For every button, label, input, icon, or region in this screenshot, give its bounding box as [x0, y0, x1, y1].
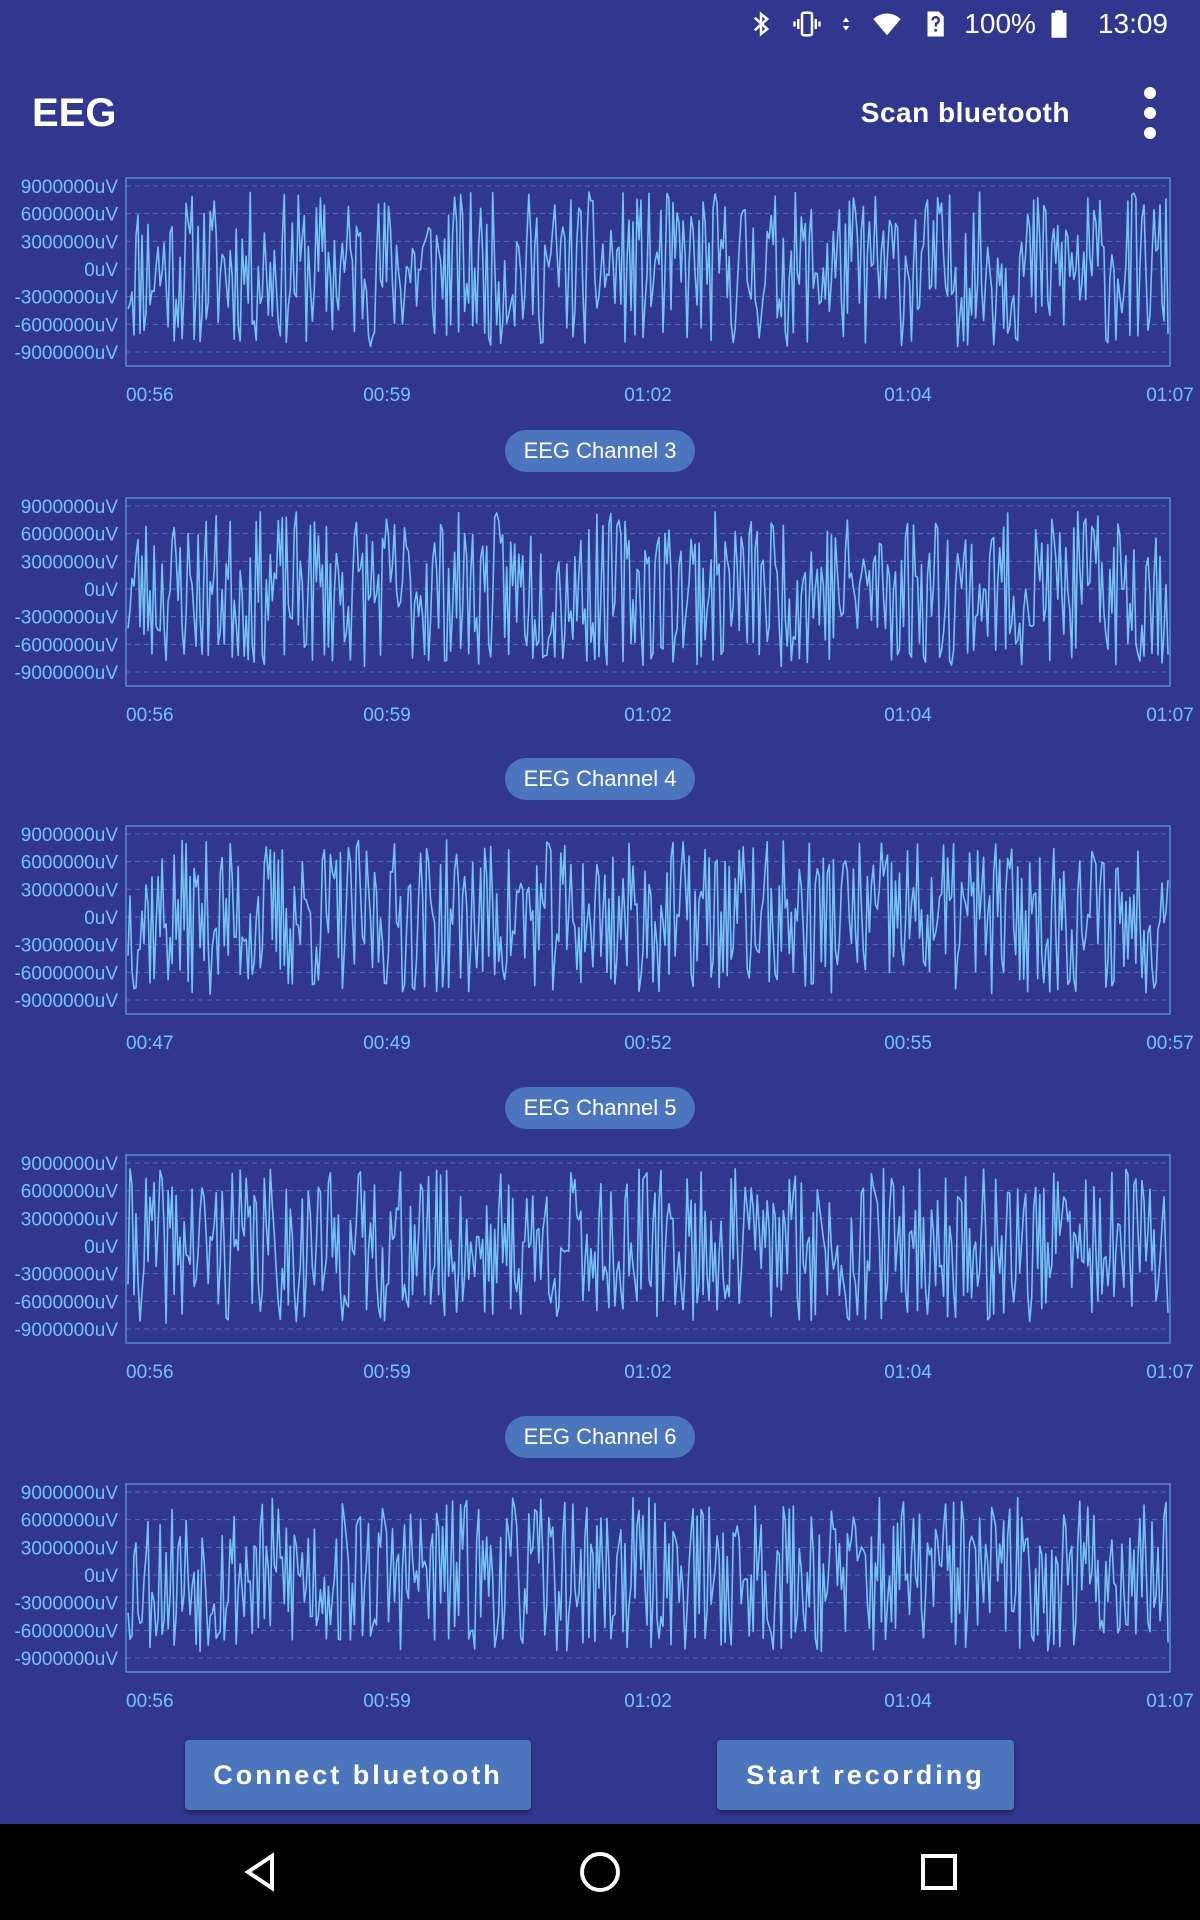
chart-title: EEG Channel 4 [505, 758, 695, 800]
x-tick-label: 01:02 [624, 385, 672, 406]
x-tick-label: 00:56 [126, 1691, 174, 1712]
home-icon[interactable] [576, 1848, 624, 1896]
plot-frame [125, 1483, 1171, 1673]
eeg-chart: 9000000uV 6000000uV 3000000uV 0uV -3000000uV… [14, 497, 1194, 726]
x-tick-label: 00:59 [363, 705, 411, 726]
wifi-icon [873, 13, 902, 36]
y-tick-label: 9000000uV [21, 497, 119, 518]
navigation-bar [0, 1824, 1200, 1920]
y-tick-label: 6000000uV [21, 1182, 119, 1203]
y-tick-label: -9000000uV [14, 1320, 118, 1341]
y-tick-label: 9000000uV [21, 177, 119, 198]
x-tick-label: 00:56 [126, 385, 174, 406]
battery-icon [1051, 10, 1067, 38]
eeg-chart: 9000000uV 6000000uV 3000000uV 0uV -3000000uV… [14, 1154, 1194, 1383]
x-tick-label: 01:02 [624, 1362, 672, 1383]
x-tick-label: 00:52 [624, 1033, 672, 1054]
app-title: EEG [32, 90, 117, 135]
eeg-trace-line [127, 839, 1169, 995]
x-tick-label: 01:07 [1146, 1691, 1194, 1712]
x-tick-label: 00:56 [126, 1362, 174, 1383]
data-arrows-icon [842, 17, 850, 31]
y-tick-label: 9000000uV [21, 1483, 119, 1504]
y-tick-label: 0uV [84, 1237, 118, 1258]
y-tick-label: 6000000uV [21, 1511, 119, 1532]
x-tick-label: 01:04 [884, 705, 932, 726]
x-tick-label: 00:59 [363, 1362, 411, 1383]
chart-title: EEG Channel 3 [505, 430, 695, 472]
y-tick-label: -6000000uV [14, 315, 118, 336]
x-tick-label: 01:04 [884, 385, 932, 406]
plot-frame [125, 825, 1171, 1015]
y-tick-label: 0uV [84, 260, 118, 281]
y-tick-label: -6000000uV [14, 635, 118, 656]
y-tick-label: 3000000uV [21, 880, 119, 901]
y-tick-label: -6000000uV [14, 963, 118, 984]
vibrate-icon [793, 11, 822, 37]
eeg-trace-line [127, 1167, 1169, 1324]
y-tick-label: 0uV [84, 580, 118, 601]
x-tick-label: 01:07 [1146, 1362, 1194, 1383]
plot-frame [125, 497, 1171, 687]
eeg-chart: 9000000uV 6000000uV 3000000uV 0uV -3000000uV… [14, 825, 1194, 1054]
eeg-chart: 9000000uV 6000000uV 3000000uV 0uV -3000000uV… [14, 177, 1194, 406]
eeg-trace-line [127, 191, 1169, 348]
y-tick-label: 6000000uV [21, 525, 119, 546]
sim-unknown-icon [927, 11, 945, 37]
recents-icon[interactable] [915, 1848, 963, 1896]
x-tick-label: 00:47 [126, 1033, 174, 1054]
y-tick-label: -3000000uV [14, 1594, 118, 1615]
app-bar: EEG Scan bluetooth [0, 48, 1200, 178]
y-tick-label: -3000000uV [14, 1265, 118, 1286]
y-tick-label: 6000000uV [21, 205, 119, 226]
more-vert-icon[interactable] [1130, 83, 1170, 143]
x-tick-label: 01:07 [1146, 385, 1194, 406]
x-tick-label: 00:55 [884, 1033, 932, 1054]
plot-frame [125, 177, 1171, 367]
connect-bluetooth-button[interactable]: Connect bluetooth [185, 1740, 531, 1810]
status-bar: 100% 13:09 [0, 0, 1200, 48]
y-tick-label: 9000000uV [21, 825, 119, 846]
back-icon[interactable] [238, 1848, 286, 1896]
y-tick-label: -3000000uV [14, 608, 118, 629]
y-tick-label: 0uV [84, 1566, 118, 1587]
start-recording-button[interactable]: Start recording [717, 1740, 1014, 1810]
y-tick-label: 3000000uV [21, 1209, 119, 1230]
x-tick-label: 00:49 [363, 1033, 411, 1054]
status-clock: 13:09 [1097, 8, 1168, 39]
plot-frame [125, 1154, 1171, 1344]
x-tick-label: 00:57 [1146, 1033, 1194, 1054]
x-tick-label: 00:59 [363, 385, 411, 406]
x-tick-label: 01:04 [884, 1691, 932, 1712]
y-tick-label: 3000000uV [21, 552, 119, 573]
y-tick-label: -9000000uV [14, 663, 118, 684]
y-tick-label: -6000000uV [14, 1621, 118, 1642]
scan-bluetooth-button[interactable]: Scan bluetooth [860, 97, 1070, 128]
y-tick-label: -6000000uV [14, 1292, 118, 1313]
eeg-chart: 9000000uV 6000000uV 3000000uV 0uV -3000000uV… [14, 1483, 1194, 1712]
y-tick-label: 6000000uV [21, 853, 119, 874]
y-tick-label: -3000000uV [14, 288, 118, 309]
y-tick-label: 3000000uV [21, 232, 119, 253]
x-tick-label: 01:02 [624, 705, 672, 726]
x-tick-label: 01:07 [1146, 705, 1194, 726]
chart-title: EEG Channel 6 [505, 1416, 695, 1458]
y-tick-label: 3000000uV [21, 1538, 119, 1559]
x-tick-label: 01:04 [884, 1362, 932, 1383]
y-tick-label: -9000000uV [14, 991, 118, 1012]
y-tick-label: 0uV [84, 908, 118, 929]
y-tick-label: -9000000uV [14, 1649, 118, 1670]
bluetooth-icon [754, 11, 770, 37]
x-tick-label: 00:56 [126, 705, 174, 726]
eeg-trace-line [127, 510, 1169, 668]
x-tick-label: 01:02 [624, 1691, 672, 1712]
y-tick-label: -9000000uV [14, 343, 118, 364]
y-tick-label: 9000000uV [21, 1154, 119, 1175]
battery-percent: 100% [964, 8, 1036, 39]
x-tick-label: 00:59 [363, 1691, 411, 1712]
eeg-trace-line [127, 1496, 1169, 1653]
chart-title: EEG Channel 5 [505, 1087, 695, 1129]
y-tick-label: -3000000uV [14, 936, 118, 957]
